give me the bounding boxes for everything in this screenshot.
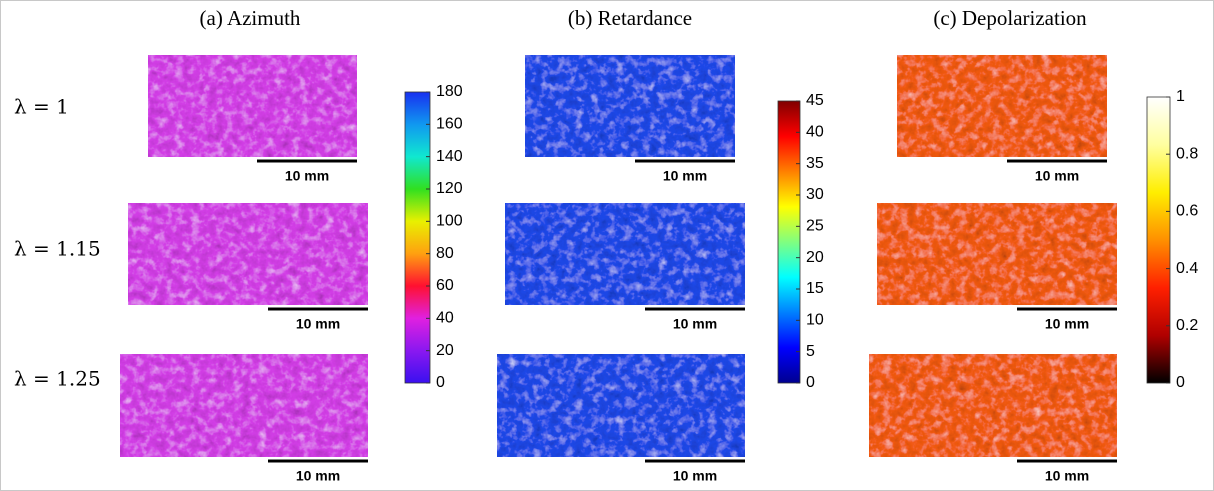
colorbar-tick-label: 40: [436, 310, 454, 327]
colorbar: [404, 91, 431, 384]
scale-bar-label: 10 mm: [663, 168, 707, 184]
colorbar-tick-label: 20: [436, 342, 454, 359]
map-image: [497, 354, 745, 457]
colorbar-tick-label: 100: [436, 213, 463, 230]
colorbar-tick-label: 20: [806, 249, 824, 266]
map-image: [869, 354, 1117, 457]
scale-bar-label: 10 mm: [1045, 316, 1089, 332]
colorbar-tick-label: 0.8: [1176, 145, 1198, 162]
colorbar-tick-label: 1: [1176, 88, 1185, 105]
colorbar-tick-label: 40: [806, 124, 824, 141]
colorbar-tick-label: 30: [806, 186, 824, 203]
colorbar-tick-label: 0: [806, 374, 815, 391]
colorbar-tick-label: 0: [1176, 374, 1185, 391]
colorbar: [1146, 96, 1171, 384]
row-label: λ = 1.15: [14, 237, 101, 261]
scale-bar-label: 10 mm: [1035, 168, 1079, 184]
row-label: λ = 1: [14, 95, 69, 119]
colorbar: [777, 100, 801, 384]
colorbar-tick-label: 35: [806, 155, 824, 172]
scale-bar-label: 10 mm: [285, 168, 329, 184]
map-image: [877, 203, 1117, 305]
map-image: [897, 55, 1107, 157]
map-image: [148, 55, 357, 157]
map-image: [120, 354, 368, 457]
colorbar-tick-label: 0.4: [1176, 260, 1198, 277]
colorbar-tick-label: 140: [436, 148, 463, 165]
panel-title: (a) Azimuth: [200, 6, 301, 30]
scale-bar-label: 10 mm: [673, 468, 717, 484]
colorbar-tick-label: 25: [806, 218, 824, 235]
scale-bar-label: 10 mm: [1045, 468, 1089, 484]
map-image: [525, 55, 735, 157]
map-image: [505, 203, 745, 305]
colorbar-tick-label: 5: [806, 343, 815, 360]
scale-bar-label: 10 mm: [673, 316, 717, 332]
colorbar-tick-label: 15: [806, 280, 824, 297]
map-image: [128, 203, 368, 305]
panel-title: (b) Retardance: [568, 6, 692, 30]
colorbar-tick-label: 45: [806, 92, 824, 109]
colorbar-tick-label: 0.6: [1176, 203, 1198, 220]
row-label: λ = 1.25: [14, 367, 101, 391]
colorbar-tick-label: 180: [436, 83, 463, 100]
scale-bar-label: 10 mm: [296, 468, 340, 484]
colorbar-tick-label: 0: [436, 374, 445, 391]
colorbar-tick-label: 0.2: [1176, 317, 1198, 334]
colorbar-tick-label: 80: [436, 245, 454, 262]
colorbar-tick-label: 60: [436, 277, 454, 294]
panel-title: (c) Depolarization: [933, 6, 1087, 30]
colorbar-tick-label: 160: [436, 116, 463, 133]
colorbar-tick-label: 10: [806, 312, 824, 329]
scale-bar-label: 10 mm: [296, 316, 340, 332]
colorbar-tick-label: 120: [436, 180, 463, 197]
